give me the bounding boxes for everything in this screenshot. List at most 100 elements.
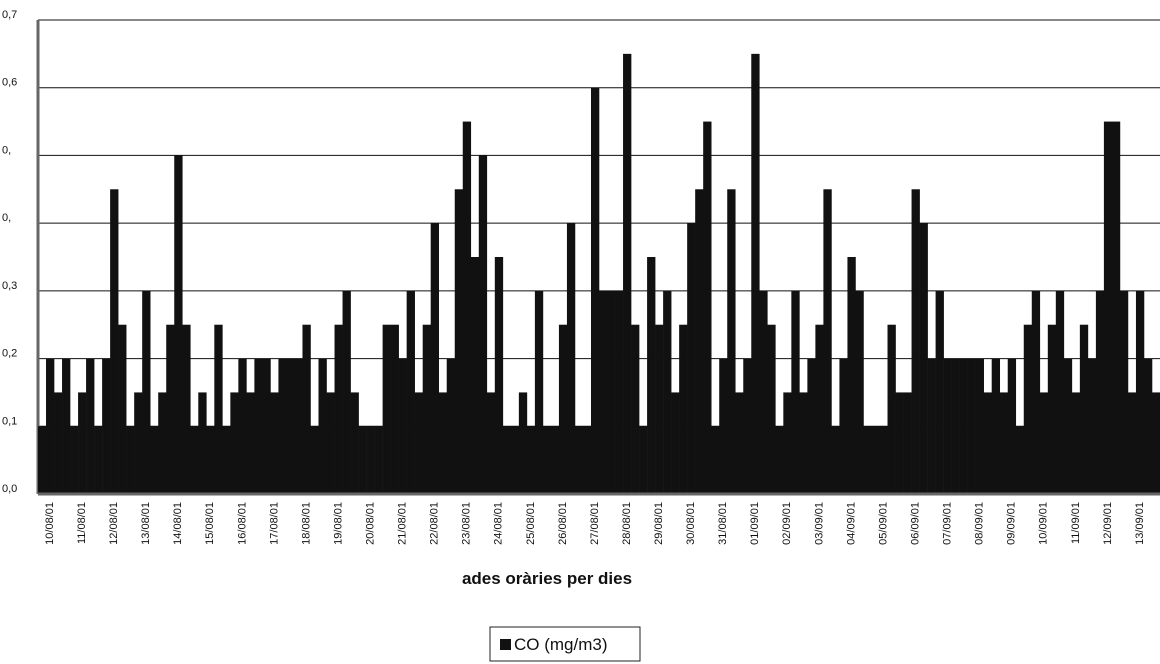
bar — [430, 223, 440, 494]
bar — [230, 392, 239, 494]
bar — [759, 290, 768, 494]
bar — [863, 426, 872, 494]
bar — [310, 426, 319, 494]
bar — [86, 358, 95, 494]
bar — [791, 290, 800, 494]
x-tick-label: 12/09/01 — [1102, 502, 1114, 545]
bar — [142, 290, 151, 494]
bar — [607, 290, 616, 494]
bar — [46, 358, 55, 494]
x-tick-label: 03/09/01 — [813, 502, 825, 545]
bar — [655, 324, 664, 494]
legend-box — [489, 626, 641, 662]
bar — [62, 358, 71, 494]
bar — [783, 392, 792, 494]
bar — [590, 87, 600, 494]
y-tick-label: 0,2 — [2, 348, 17, 360]
bar — [238, 358, 247, 494]
x-tick-label: 26/08/01 — [557, 502, 569, 545]
bar — [294, 358, 303, 494]
bar — [286, 358, 295, 494]
bar — [887, 324, 896, 494]
bar — [975, 358, 984, 494]
bar — [70, 426, 79, 494]
bar — [1071, 392, 1081, 494]
x-axis-label: ades oràries per dies — [462, 569, 632, 588]
bar — [438, 392, 448, 494]
bar — [727, 189, 736, 495]
bar — [767, 324, 776, 494]
x-tick-label: 05/09/01 — [877, 502, 889, 545]
bar — [719, 358, 728, 494]
x-tick-label: 13/09/01 — [1134, 502, 1146, 545]
bar — [799, 392, 808, 494]
bar — [1063, 358, 1073, 494]
bar — [222, 426, 231, 494]
bar — [855, 290, 864, 494]
bar — [446, 358, 456, 494]
bar — [807, 358, 816, 494]
bar — [318, 358, 327, 494]
bar — [206, 426, 215, 494]
bar — [879, 426, 888, 494]
bar — [903, 392, 912, 494]
bar — [406, 290, 415, 494]
bar — [631, 324, 640, 494]
bar — [1111, 121, 1121, 495]
bar — [558, 324, 568, 494]
x-tick-label: 17/08/01 — [268, 502, 280, 545]
bar — [150, 426, 159, 494]
bar — [639, 426, 648, 494]
bar — [582, 426, 592, 494]
bar — [550, 426, 560, 494]
bar — [1135, 290, 1145, 494]
bar — [815, 324, 824, 494]
bar — [671, 392, 680, 494]
bar — [326, 392, 335, 494]
bar — [679, 324, 688, 494]
x-tick-label: 04/09/01 — [845, 502, 857, 545]
x-tick-label: 30/08/01 — [685, 502, 697, 545]
bar — [118, 324, 127, 494]
x-tick-label: 29/08/01 — [653, 502, 665, 545]
bar — [1119, 290, 1129, 494]
bar — [374, 426, 383, 494]
bar — [158, 392, 167, 494]
bar — [1039, 392, 1049, 494]
bar — [647, 257, 656, 494]
bar — [494, 257, 504, 494]
bar — [1007, 358, 1017, 494]
x-tick-label: 11/09/01 — [1070, 502, 1082, 544]
x-tick-label: 16/08/01 — [236, 502, 248, 545]
bar — [871, 426, 880, 494]
bar — [1015, 426, 1025, 494]
bar — [1127, 392, 1137, 494]
x-tick-label: 24/08/01 — [493, 502, 505, 545]
x-tick-label: 27/08/01 — [589, 502, 601, 545]
bar — [615, 290, 624, 494]
bar — [190, 426, 199, 494]
x-tick-label: 31/08/01 — [717, 502, 729, 545]
x-tick-label: 10/09/01 — [1038, 502, 1050, 545]
bar — [999, 392, 1009, 494]
bar — [911, 189, 920, 495]
bar — [102, 358, 111, 494]
bar — [462, 121, 472, 495]
bar — [390, 324, 399, 494]
bar — [542, 426, 552, 494]
bar — [502, 426, 512, 494]
bar — [663, 290, 672, 494]
x-tick-label: 13/08/01 — [140, 502, 152, 545]
bar — [342, 290, 351, 494]
y-tick-label: 0,7 — [2, 9, 17, 21]
bar — [350, 392, 359, 494]
x-tick-label: 25/08/01 — [525, 502, 537, 545]
bar — [1095, 290, 1105, 494]
x-tick-label: 18/08/01 — [300, 502, 312, 545]
bar — [743, 358, 752, 494]
bar — [823, 189, 832, 495]
bar — [54, 392, 63, 494]
x-tick-label: 23/08/01 — [461, 502, 473, 545]
x-tick-label: 20/08/01 — [364, 502, 376, 545]
bar — [270, 392, 279, 494]
